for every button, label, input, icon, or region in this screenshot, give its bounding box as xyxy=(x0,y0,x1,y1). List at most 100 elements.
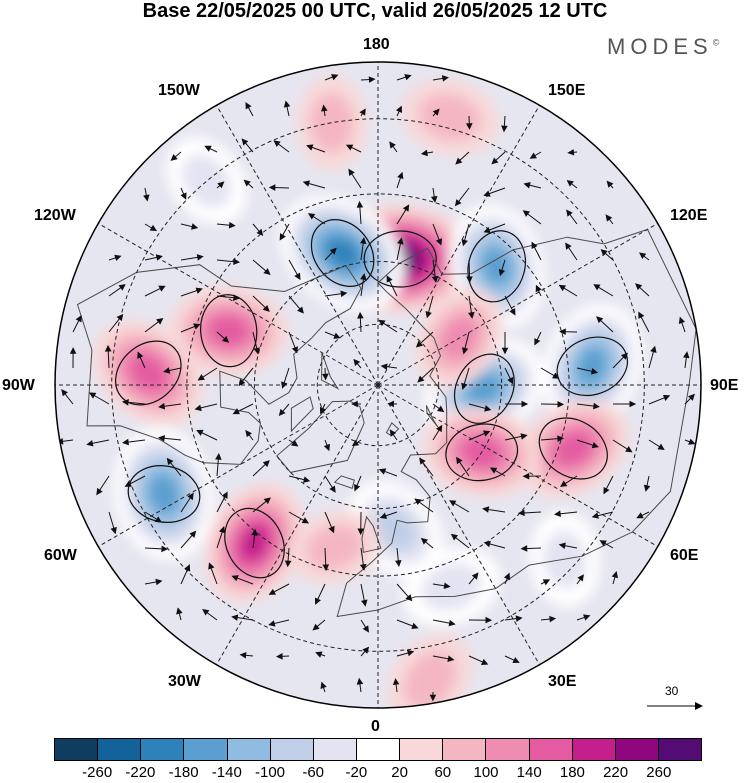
contour-line xyxy=(363,230,437,288)
colorbar-tick-label: 100 xyxy=(473,764,499,781)
coastline xyxy=(276,400,365,473)
wind-vector xyxy=(69,347,77,369)
wind-vector xyxy=(566,209,578,225)
wind-vector xyxy=(121,399,146,406)
wind-vector xyxy=(360,619,370,633)
wind-vector xyxy=(504,615,523,622)
wind-vector xyxy=(648,394,671,405)
wind-vector xyxy=(315,651,326,658)
wind-vector xyxy=(432,223,443,246)
wind-vector xyxy=(432,655,455,663)
wind-vector xyxy=(396,171,404,189)
lon-label-120w: 120W xyxy=(34,207,76,224)
wind-vector xyxy=(540,400,565,408)
colorbar-tick-label: 20 xyxy=(391,764,408,781)
wind-vector xyxy=(348,168,362,189)
colorbar-tick-label: 140 xyxy=(516,764,542,781)
meridian-line xyxy=(377,384,658,547)
colorbar-tick-label: 220 xyxy=(603,764,629,781)
contour-line xyxy=(224,507,285,579)
lon-label-30w: 30W xyxy=(168,673,201,690)
colorbar-tick-label: -180 xyxy=(168,764,199,781)
wind-vector xyxy=(61,389,74,405)
wind-vector xyxy=(431,259,439,283)
wind-vector xyxy=(432,75,449,82)
wind-vector xyxy=(273,140,290,153)
contour-line xyxy=(115,340,182,406)
wind-vector xyxy=(540,367,560,379)
wind-vector xyxy=(359,237,367,261)
wind-vector xyxy=(124,475,146,487)
coastlines xyxy=(76,228,697,618)
lon-label-60e: 60E xyxy=(670,547,699,564)
colorbar-tick-label: 260 xyxy=(646,764,672,781)
wind-vector xyxy=(357,511,365,536)
wind-vector xyxy=(360,76,376,83)
wind-vector xyxy=(345,144,362,153)
wind-vector xyxy=(180,530,197,549)
wind-vector xyxy=(648,439,665,451)
coastline xyxy=(321,352,340,390)
wind-vector xyxy=(576,439,599,449)
wind-vector xyxy=(324,331,341,339)
wind-vector xyxy=(576,367,599,375)
modes-logo: MODES© xyxy=(607,34,719,60)
wind-vector xyxy=(593,284,614,297)
colorbar-box xyxy=(356,739,401,760)
wind-vector xyxy=(356,200,364,225)
wind-vector xyxy=(449,500,470,513)
wind-vector xyxy=(288,511,310,524)
wind-vector xyxy=(378,319,398,333)
wind-vector xyxy=(611,571,619,585)
wind-vector xyxy=(251,528,258,549)
wind-vector xyxy=(613,400,637,408)
wind-vector xyxy=(302,180,326,189)
wind-vector xyxy=(468,430,491,441)
coastline xyxy=(425,405,439,428)
wind-vector xyxy=(386,275,398,297)
wind-vector xyxy=(425,295,434,319)
colorbar-tick-label: 180 xyxy=(559,764,585,781)
wind-vector xyxy=(288,331,298,354)
wind-vector xyxy=(396,583,413,602)
wind-vector xyxy=(252,331,260,355)
anomaly-center xyxy=(204,483,305,603)
wind-vector xyxy=(216,258,241,265)
wind-vector xyxy=(523,182,542,189)
wind-vector xyxy=(468,403,492,412)
lon-label-120e: 120E xyxy=(670,207,708,224)
wind-vector xyxy=(432,582,451,590)
wind-vector xyxy=(430,187,438,203)
wind-vector xyxy=(392,678,400,693)
wind-vector xyxy=(144,223,158,232)
wind-vector xyxy=(396,649,415,657)
anomaly-center xyxy=(113,427,215,561)
wind-vector xyxy=(176,607,183,621)
wind-vector xyxy=(122,438,146,446)
wind-vector xyxy=(288,475,311,483)
coastline xyxy=(290,396,314,433)
wind-vector xyxy=(591,511,614,519)
wind-vector xyxy=(324,475,336,493)
wind-vector xyxy=(522,210,542,225)
wind-vector xyxy=(232,403,254,415)
wind-vector xyxy=(535,284,542,297)
wind-vector xyxy=(599,540,614,549)
wind-vector xyxy=(360,646,370,657)
wind-vector xyxy=(96,475,110,496)
lon-label-90e: 90E xyxy=(710,377,739,394)
wind-vector xyxy=(396,237,404,261)
wind-vector xyxy=(483,187,506,197)
wind-vector xyxy=(491,151,506,165)
wind-vector xyxy=(194,403,218,412)
contour-line xyxy=(538,417,608,480)
wind-vector xyxy=(432,403,445,413)
wind-vector xyxy=(489,467,506,477)
wind-vector xyxy=(231,575,254,585)
anomaly-center xyxy=(166,137,247,225)
colorbar-tick-label: -100 xyxy=(254,764,286,781)
wind-vector xyxy=(72,315,82,333)
meridian-line xyxy=(98,223,379,386)
wind-vector xyxy=(283,100,291,117)
